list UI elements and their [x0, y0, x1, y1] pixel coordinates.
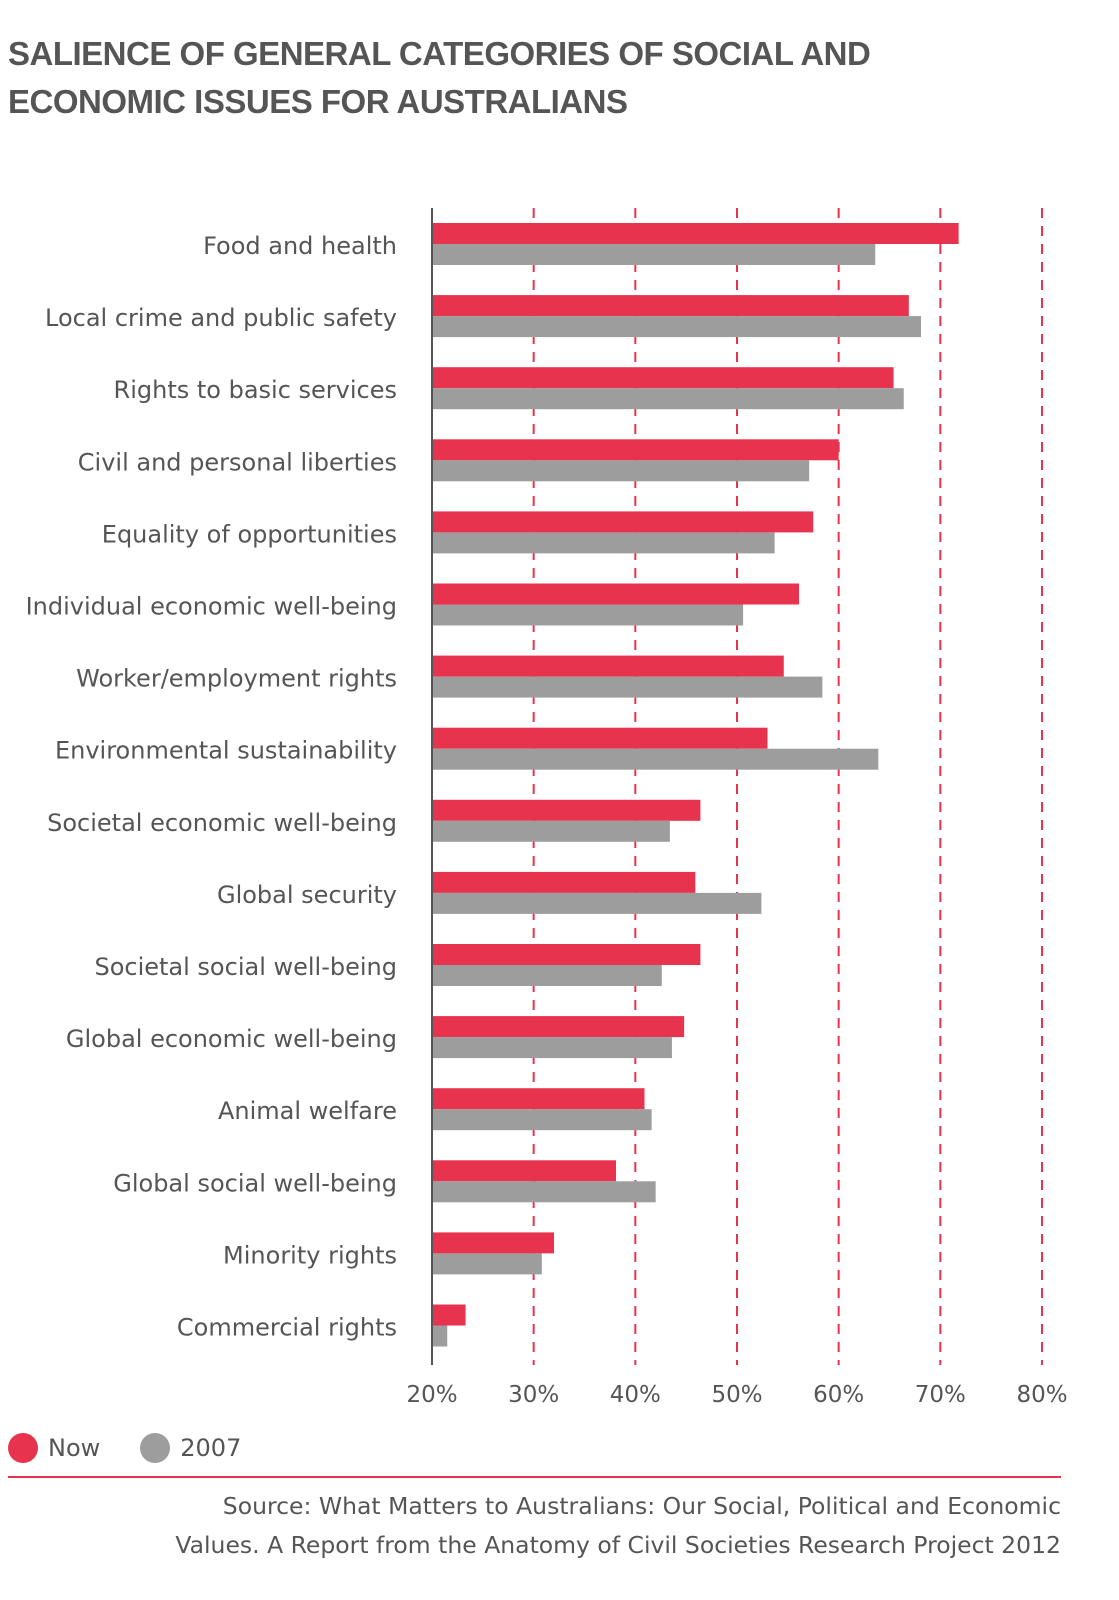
bar-now [432, 871, 696, 893]
category-label: Commercial rights [177, 1314, 397, 1342]
bar-now [432, 583, 800, 605]
bar-now [432, 944, 701, 965]
bar-2007 [432, 604, 744, 626]
bar-2007 [432, 965, 662, 986]
bar-now [432, 1304, 466, 1326]
bar-2007 [432, 1109, 652, 1131]
bar-2007 [432, 1037, 672, 1059]
bar-now [432, 799, 701, 821]
legend-label-2007: 2007 [180, 1434, 242, 1462]
x-axis-ticks: 20% 30% 40% 50% 60% 70% 80% [406, 1382, 1067, 1408]
category-label: Global economic well-being [66, 1025, 397, 1053]
chart-title: SALIENCE OF GENERAL CATEGORIES OF SOCIAL… [8, 30, 908, 126]
legend-swatch-now [8, 1433, 38, 1463]
category-label: Minority rights [223, 1241, 397, 1269]
gridlines [532, 208, 1043, 1365]
category-label: Global social well-being [113, 1169, 397, 1197]
chart-title-line-2: ECONOMIC ISSUES FOR AUSTRALIANS [8, 83, 628, 120]
bar-now [432, 511, 814, 533]
bar-now [432, 1088, 645, 1110]
x-tick-label: 80% [1016, 1382, 1067, 1408]
source-note: Source: What Matters to Australians: Our… [61, 1487, 1061, 1565]
bar-2007 [432, 892, 762, 914]
source-line-1: Source: What Matters to Australians: Our… [222, 1492, 1061, 1520]
category-label: Local crime and public safety [45, 304, 397, 332]
category-label: Societal economic well-being [47, 809, 397, 837]
bar-now [432, 1016, 685, 1038]
x-tick-label: 70% [915, 1382, 966, 1408]
bar-now [432, 655, 784, 677]
bar-2007 [432, 244, 876, 265]
bars [432, 223, 959, 1347]
category-label: Individual economic well-being [26, 593, 397, 621]
bar-now [432, 295, 909, 317]
category-label: Rights to basic services [114, 376, 397, 404]
x-tick-label: 40% [610, 1382, 661, 1408]
legend: Now 2007 [8, 1430, 281, 1466]
category-label: Societal social well-being [94, 953, 397, 981]
bar-2007 [432, 748, 879, 770]
bar-2007 [432, 316, 922, 338]
bar-now [432, 439, 839, 461]
legend-label-now: Now [48, 1434, 101, 1462]
legend-swatch-2007 [140, 1433, 171, 1463]
bar-now [432, 1232, 554, 1254]
bar-now [432, 727, 768, 749]
bar-2007 [432, 388, 904, 410]
bar-2007 [432, 820, 670, 842]
x-tick-label: 20% [406, 1382, 457, 1408]
category-label: Worker/employment rights [76, 665, 397, 693]
bar-2007 [432, 1181, 656, 1203]
category-label: Animal welfare [218, 1097, 397, 1125]
chart-title-line-1: SALIENCE OF GENERAL CATEGORIES OF SOCIAL… [8, 35, 871, 72]
legend-item-now: Now [8, 1433, 100, 1463]
bar-2007 [432, 1253, 542, 1275]
x-tick-label: 50% [711, 1382, 762, 1408]
legend-item-2007: 2007 [140, 1433, 241, 1463]
bar-now [432, 223, 959, 244]
x-tick-label: 60% [813, 1382, 864, 1408]
bar-now [432, 1160, 617, 1182]
bar-now [432, 367, 894, 389]
x-tick-label: 30% [508, 1382, 559, 1408]
category-label: Global security [217, 881, 397, 909]
bar-2007 [432, 532, 775, 554]
bar-chart: Food and health Local crime and public sa… [26, 208, 1068, 1408]
source-line-2: Values. A Report from the Anatomy of Civ… [175, 1531, 1061, 1559]
source-divider [8, 1476, 1061, 1478]
category-label: Equality of opportunities [102, 520, 397, 548]
bar-2007 [432, 676, 823, 698]
category-label: Civil and personal liberties [78, 448, 397, 476]
category-label: Food and health [203, 232, 397, 260]
bar-2007 [432, 1325, 448, 1347]
bar-2007 [432, 460, 810, 482]
category-label: Environmental sustainability [55, 737, 397, 765]
category-labels: Food and health Local crime and public sa… [26, 232, 397, 1342]
